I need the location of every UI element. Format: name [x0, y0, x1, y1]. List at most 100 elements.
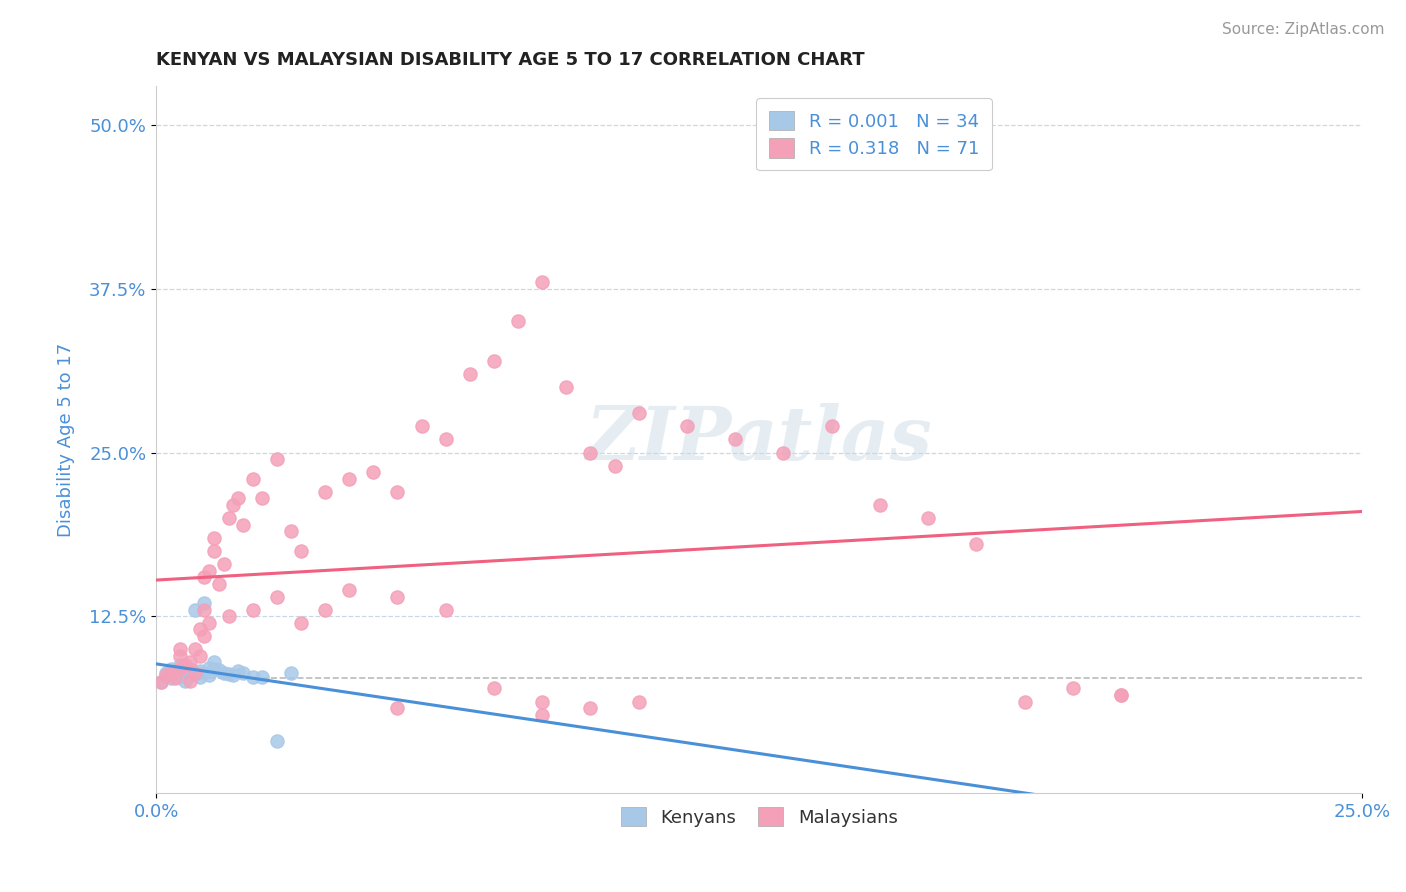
Point	[159, 671, 181, 685]
Point	[314, 603, 336, 617]
Point	[165, 670, 187, 684]
Point	[169, 662, 191, 676]
Point	[579, 701, 602, 715]
Point	[179, 673, 201, 688]
Point	[266, 734, 288, 748]
Point	[218, 609, 240, 624]
Point	[290, 615, 312, 630]
Point	[165, 665, 187, 679]
Point	[772, 445, 794, 459]
Point	[159, 665, 181, 680]
Point	[222, 668, 245, 682]
Text: ZIPatlas: ZIPatlas	[586, 403, 932, 475]
Point	[266, 590, 288, 604]
Point	[208, 576, 231, 591]
Point	[869, 498, 891, 512]
Point	[188, 665, 211, 679]
Point	[193, 629, 215, 643]
Point	[155, 668, 177, 682]
Point	[169, 665, 191, 679]
Point	[266, 452, 288, 467]
Point	[579, 445, 602, 459]
Point	[202, 662, 225, 676]
Point	[188, 648, 211, 663]
Point	[232, 517, 254, 532]
Point	[193, 570, 215, 584]
Point	[458, 367, 481, 381]
Point	[159, 662, 181, 676]
Point	[252, 670, 274, 684]
Point	[531, 695, 554, 709]
Point	[179, 662, 201, 676]
Point	[242, 670, 264, 684]
Point	[169, 642, 191, 657]
Point	[188, 670, 211, 684]
Point	[531, 707, 554, 722]
Point	[218, 511, 240, 525]
Point	[179, 668, 201, 682]
Point	[198, 615, 221, 630]
Point	[676, 419, 699, 434]
Point	[193, 665, 215, 680]
Point	[531, 275, 554, 289]
Point	[387, 701, 409, 715]
Point	[212, 557, 235, 571]
Point	[188, 623, 211, 637]
Point	[226, 491, 249, 506]
Point	[222, 498, 245, 512]
Point	[337, 472, 360, 486]
Point	[290, 544, 312, 558]
Point	[155, 668, 177, 682]
Point	[821, 419, 844, 434]
Point	[218, 667, 240, 681]
Point	[363, 465, 385, 479]
Point	[314, 484, 336, 499]
Point	[184, 642, 207, 657]
Point	[242, 603, 264, 617]
Point	[155, 665, 177, 680]
Point	[724, 433, 747, 447]
Point	[555, 380, 578, 394]
Point	[198, 660, 221, 674]
Point	[252, 491, 274, 506]
Y-axis label: Disability Age 5 to 17: Disability Age 5 to 17	[58, 343, 75, 537]
Point	[150, 674, 173, 689]
Point	[627, 406, 650, 420]
Point	[603, 458, 626, 473]
Point	[202, 655, 225, 669]
Point	[917, 511, 939, 525]
Point	[482, 353, 505, 368]
Point	[242, 472, 264, 486]
Point	[193, 596, 215, 610]
Point	[434, 433, 457, 447]
Point	[280, 524, 302, 539]
Point	[212, 665, 235, 680]
Point	[1062, 681, 1084, 696]
Text: KENYAN VS MALAYSIAN DISABILITY AGE 5 TO 17 CORRELATION CHART: KENYAN VS MALAYSIAN DISABILITY AGE 5 TO …	[156, 51, 865, 69]
Point	[150, 674, 173, 689]
Point	[193, 603, 215, 617]
Point	[1109, 688, 1132, 702]
Point	[387, 590, 409, 604]
Point	[184, 667, 207, 681]
Point	[198, 668, 221, 682]
Point	[184, 603, 207, 617]
Point	[965, 537, 987, 551]
Point	[280, 665, 302, 680]
Point	[169, 657, 191, 672]
Point	[202, 531, 225, 545]
Point	[1014, 695, 1036, 709]
Point	[411, 419, 433, 434]
Point	[232, 665, 254, 680]
Point	[1109, 688, 1132, 702]
Point	[174, 657, 197, 672]
Point	[179, 655, 201, 669]
Point	[506, 314, 529, 328]
Text: Source: ZipAtlas.com: Source: ZipAtlas.com	[1222, 22, 1385, 37]
Point	[434, 603, 457, 617]
Point	[387, 484, 409, 499]
Point	[198, 564, 221, 578]
Point	[208, 663, 231, 677]
Point	[169, 648, 191, 663]
Point	[165, 671, 187, 685]
